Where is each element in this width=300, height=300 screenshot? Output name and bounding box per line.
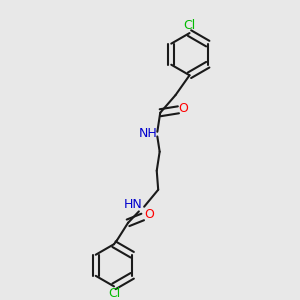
Text: Cl: Cl	[183, 19, 196, 32]
Text: NH: NH	[139, 127, 157, 140]
Text: O: O	[179, 102, 189, 115]
Text: O: O	[144, 208, 154, 221]
Text: HN: HN	[124, 199, 142, 212]
Text: Cl: Cl	[108, 287, 120, 300]
